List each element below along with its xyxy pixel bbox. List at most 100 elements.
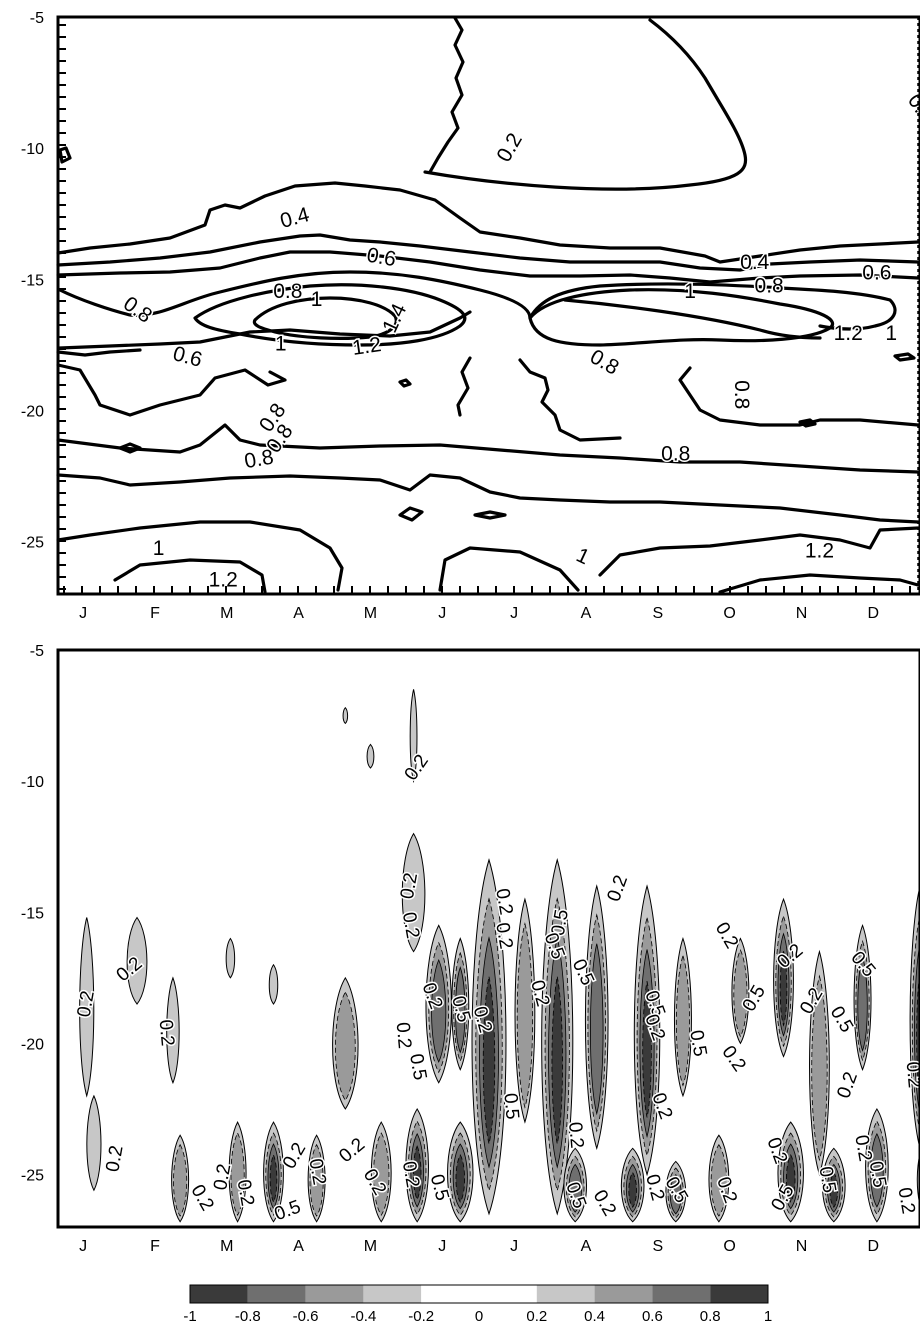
bottom-y-tick-labels: -5 -10 -15 -20 -25: [21, 643, 44, 1185]
filled-contour-region: [870, 1132, 884, 1208]
contour-label: 1.2: [805, 540, 834, 563]
x-tick-label: J: [438, 605, 446, 622]
contour-label: 1: [275, 332, 287, 355]
filled-contour-region: [482, 976, 496, 1144]
contour-label: 0.2: [833, 1069, 862, 1101]
colorbar-cell: [190, 1285, 248, 1303]
colorbar-tick-label: -1: [183, 1308, 196, 1325]
x-tick-label: M: [220, 1238, 233, 1255]
contour-label: 0.8: [243, 445, 276, 473]
contour-line-0-8-oct: [678, 366, 920, 427]
x-tick-label: S: [652, 1238, 663, 1255]
x-tick-label: S: [652, 605, 663, 622]
colorbar-cell: [305, 1285, 364, 1303]
contour-line-0-8-spike-jun: [456, 356, 472, 417]
contour-line-0-8-mid-west: [56, 363, 287, 417]
contour-line-0-6: [56, 233, 920, 272]
contour-label: 0.5: [499, 1092, 522, 1120]
contour-label: 0.8: [586, 345, 623, 380]
top-contour-lines: [56, 16, 920, 594]
top-contour-labels: 0.20.20.40.6 0.4 0.60.8 11.41.210.80.61 0.81…: [118, 88, 920, 593]
contour-label: 0.8: [755, 275, 784, 298]
x-tick-label: A: [293, 605, 304, 622]
filled-contour-region: [516, 922, 534, 1109]
contour-line-0-4: [56, 181, 920, 264]
colorbar-tick-label: 1: [764, 1308, 772, 1325]
contour-line-0-2-west: [428, 16, 465, 174]
filled-contour-region: [373, 1132, 390, 1216]
x-tick-label: O: [723, 605, 735, 622]
contour-label: 0.5: [865, 1160, 890, 1190]
x-tick-label: F: [150, 605, 160, 622]
x-tick-label: N: [796, 1238, 808, 1255]
contour-label: 0.5: [405, 1052, 430, 1082]
contour-line-1-2-south: [113, 558, 267, 594]
filled-contour-region: [785, 1154, 796, 1203]
contour-label: 0.2: [233, 1178, 258, 1208]
contour-line-cell-6: [893, 352, 916, 362]
bottom-plot-frame: [56, 648, 920, 1229]
filled-contour-region: [455, 1154, 465, 1203]
contour-label: 0.5: [846, 948, 879, 982]
contour-label: 0.8: [730, 380, 753, 409]
contour-line-1-2-west: [193, 283, 467, 347]
filled-contour-region: [366, 743, 375, 769]
filled-contour-region: [173, 1143, 188, 1217]
filled-contour-region: [642, 981, 652, 1118]
contour-label: 1.2: [209, 568, 238, 591]
contour-label: 1: [573, 544, 593, 570]
x-tick-label: M: [364, 1238, 377, 1255]
x-tick-label: F: [150, 1238, 160, 1255]
contour-label: 0.2: [398, 910, 423, 940]
contour-label: 0.4: [740, 251, 770, 274]
colorbar-tick-label: -0.6: [293, 1308, 319, 1325]
contour-label: 1.4: [378, 300, 411, 336]
colorbar-tick-label: -0.4: [350, 1308, 376, 1325]
colorbar-tick-label: 0.2: [526, 1308, 547, 1325]
x-tick-label: A: [293, 1238, 304, 1255]
contour-label: 0.6: [365, 243, 398, 271]
top-bottom-minor-ticks: [63, 586, 911, 594]
colorbar-frame: [189, 1284, 769, 1304]
contour-line-1-2-east: [528, 288, 834, 347]
contour-label: 1.2: [351, 333, 383, 360]
contour-line-cell-3: [473, 510, 507, 520]
y-tick-label: -10: [21, 141, 44, 158]
contour-label: 0.8: [661, 443, 690, 466]
contour-label: 0.2: [902, 1061, 920, 1089]
y-tick-label: -20: [21, 403, 44, 420]
colorbar-cell: [363, 1285, 422, 1303]
contour-line-0-2-loop: [423, 18, 748, 191]
contour-line-cell-5: [798, 418, 817, 428]
filled-contour-region: [811, 974, 828, 1162]
top-left-minor-ticks: [58, 24, 66, 590]
contour-label: 0.6: [862, 262, 891, 285]
contour-label: 0.2: [893, 1186, 918, 1216]
colorbar-tick-label: 0.6: [642, 1308, 663, 1325]
contour-label: 0.2: [564, 1121, 587, 1149]
contour-label: 0.5: [814, 1165, 839, 1195]
contour-label: 1: [153, 537, 165, 560]
filled-contour-region: [268, 963, 279, 1005]
filled-contour-region: [86, 1094, 102, 1192]
filled-contour-region: [225, 937, 236, 979]
contour-label: 0.2: [491, 887, 516, 917]
y-tick-label: -20: [21, 1036, 44, 1053]
colorbar-cells: [190, 1285, 768, 1303]
top-plot-frame: [56, 15, 920, 596]
contour-label: 0.2: [304, 1157, 329, 1187]
x-tick-label: D: [868, 1238, 880, 1255]
y-tick-label: -25: [21, 535, 44, 552]
contour-label: 0.2: [74, 989, 99, 1019]
filled-contour-region: [675, 954, 690, 1087]
contour-line-1-0-south: [56, 520, 344, 592]
contour-label: 0.2: [850, 1133, 875, 1163]
filled-contour-region: [669, 1174, 682, 1215]
colorbar-tick-label: -0.8: [235, 1308, 261, 1325]
contour-label: 0.2: [603, 872, 632, 904]
contour-label: 0.2: [210, 1162, 235, 1192]
filled-contour-region: [829, 1171, 839, 1208]
x-tick-label: J: [79, 605, 87, 622]
filled-contour-region: [230, 1132, 245, 1216]
